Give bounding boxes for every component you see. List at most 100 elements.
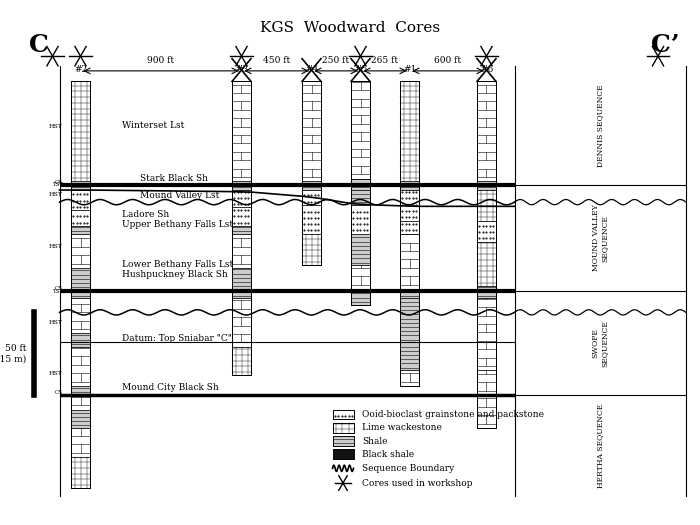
Polygon shape — [71, 268, 90, 290]
Text: HST: HST — [49, 320, 63, 326]
Polygon shape — [332, 410, 354, 419]
Polygon shape — [477, 190, 496, 220]
Polygon shape — [400, 234, 419, 289]
Text: TST: TST — [52, 289, 63, 294]
Polygon shape — [400, 289, 419, 298]
Polygon shape — [71, 181, 90, 190]
Text: SWOPE
SEQUENCE: SWOPE SEQUENCE — [592, 320, 609, 366]
Polygon shape — [400, 370, 419, 386]
Text: #3: #3 — [235, 65, 248, 74]
Text: Ladore Sh: Ladore Sh — [122, 209, 169, 219]
Text: HST: HST — [49, 244, 63, 249]
Text: 900 ft: 900 ft — [148, 56, 174, 65]
Polygon shape — [71, 298, 90, 333]
Polygon shape — [71, 457, 90, 488]
Text: Mound City Black Sh: Mound City Black Sh — [122, 383, 219, 392]
Polygon shape — [302, 81, 321, 265]
Polygon shape — [232, 268, 251, 289]
Text: C: C — [29, 33, 48, 57]
Polygon shape — [332, 449, 354, 459]
Text: HST: HST — [49, 123, 63, 129]
Polygon shape — [477, 395, 496, 428]
Polygon shape — [302, 181, 321, 190]
Polygon shape — [232, 298, 251, 346]
Polygon shape — [71, 428, 90, 457]
Polygon shape — [332, 436, 354, 446]
Polygon shape — [71, 190, 90, 210]
Text: KGS  Woodward  Cores: KGS Woodward Cores — [260, 21, 440, 35]
Polygon shape — [400, 81, 419, 386]
Polygon shape — [232, 81, 251, 181]
Text: CS: CS — [55, 180, 63, 185]
Text: 250 ft: 250 ft — [323, 56, 349, 65]
Text: MOUND VALLEY
SEQUENCE: MOUND VALLEY SEQUENCE — [592, 205, 609, 271]
Text: CS: CS — [55, 286, 63, 291]
Text: Datum: Top Sniabar "C": Datum: Top Sniabar "C" — [122, 334, 232, 343]
Text: 50 ft
(15 m): 50 ft (15 m) — [0, 344, 27, 363]
Text: Stark Black Sh: Stark Black Sh — [140, 174, 208, 183]
Polygon shape — [351, 265, 370, 289]
Polygon shape — [351, 81, 370, 178]
Polygon shape — [477, 220, 496, 242]
Polygon shape — [71, 410, 90, 428]
Polygon shape — [400, 342, 419, 370]
Text: CS: CS — [55, 390, 63, 395]
Text: 265 ft: 265 ft — [372, 56, 398, 65]
Text: Ooid-bioclast grainstone and packstone: Ooid-bioclast grainstone and packstone — [362, 410, 544, 419]
Polygon shape — [477, 242, 496, 286]
Text: HST: HST — [49, 371, 63, 376]
Text: TST: TST — [52, 182, 63, 187]
Polygon shape — [232, 234, 251, 268]
Polygon shape — [351, 178, 370, 190]
Polygon shape — [232, 190, 251, 207]
Polygon shape — [232, 346, 251, 375]
Polygon shape — [477, 286, 496, 298]
Polygon shape — [71, 81, 90, 488]
Polygon shape — [351, 234, 370, 265]
Polygon shape — [232, 207, 251, 226]
Polygon shape — [71, 226, 90, 234]
Polygon shape — [351, 190, 370, 205]
Polygon shape — [400, 81, 419, 181]
Polygon shape — [302, 81, 321, 181]
Polygon shape — [351, 81, 370, 304]
Text: C’: C’ — [651, 33, 679, 57]
Polygon shape — [477, 298, 496, 370]
Polygon shape — [71, 386, 90, 395]
Polygon shape — [232, 289, 251, 298]
Text: Sequence Boundary: Sequence Boundary — [362, 464, 454, 473]
Text: DENNIS SEQUENCE: DENNIS SEQUENCE — [596, 84, 604, 166]
Text: Lime wackestone: Lime wackestone — [362, 423, 442, 433]
Polygon shape — [400, 298, 419, 342]
Text: Cores used in workshop: Cores used in workshop — [362, 478, 473, 488]
Text: #4: #4 — [305, 65, 318, 74]
Polygon shape — [351, 289, 370, 304]
Polygon shape — [71, 210, 90, 226]
Polygon shape — [332, 423, 354, 433]
Polygon shape — [302, 234, 321, 265]
Text: Winterset Lst: Winterset Lst — [122, 121, 185, 131]
Text: #2: #2 — [74, 65, 87, 74]
Polygon shape — [302, 205, 321, 234]
Text: #1: #1 — [403, 65, 416, 74]
Polygon shape — [351, 205, 370, 234]
Text: #5: #5 — [354, 65, 368, 74]
Polygon shape — [400, 181, 419, 190]
Text: 450 ft: 450 ft — [263, 56, 290, 65]
Text: Black shale: Black shale — [362, 449, 414, 459]
Text: Hushpuckney Black Sh: Hushpuckney Black Sh — [122, 270, 228, 279]
Polygon shape — [477, 370, 496, 395]
Polygon shape — [302, 190, 321, 205]
Polygon shape — [400, 190, 419, 220]
Polygon shape — [232, 226, 251, 234]
Polygon shape — [71, 290, 90, 298]
Text: HERTHA SEQUENCE: HERTHA SEQUENCE — [596, 403, 604, 488]
Text: HST: HST — [49, 192, 63, 197]
Polygon shape — [477, 181, 496, 190]
Polygon shape — [71, 395, 90, 410]
Polygon shape — [232, 81, 251, 375]
Polygon shape — [232, 181, 251, 190]
Text: 600 ft: 600 ft — [435, 56, 461, 65]
Text: Mound Valley Lst: Mound Valley Lst — [140, 191, 219, 200]
Polygon shape — [71, 234, 90, 268]
